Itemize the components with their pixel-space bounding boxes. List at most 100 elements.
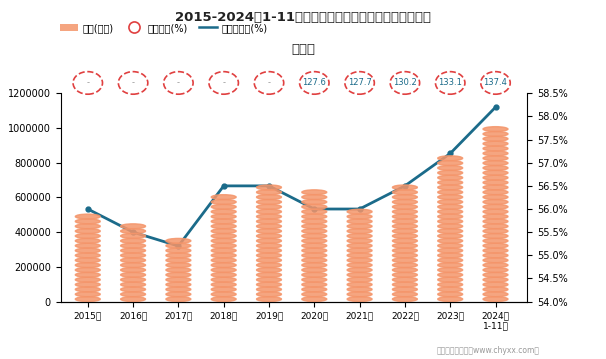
Ellipse shape	[347, 267, 372, 272]
Ellipse shape	[438, 248, 462, 253]
Ellipse shape	[75, 277, 100, 282]
Ellipse shape	[483, 175, 508, 180]
Ellipse shape	[483, 229, 508, 234]
Text: 制图：智研咨询（www.chyxx.com）: 制图：智研咨询（www.chyxx.com）	[436, 346, 539, 355]
Ellipse shape	[121, 258, 145, 263]
Ellipse shape	[347, 224, 372, 229]
Ellipse shape	[256, 204, 281, 209]
Ellipse shape	[121, 282, 145, 287]
Ellipse shape	[483, 282, 508, 287]
Ellipse shape	[302, 238, 327, 243]
Ellipse shape	[347, 297, 372, 302]
Ellipse shape	[256, 219, 281, 224]
Ellipse shape	[121, 234, 145, 238]
Ellipse shape	[256, 272, 281, 277]
Text: 127.6: 127.6	[302, 78, 326, 88]
Ellipse shape	[211, 209, 236, 214]
Ellipse shape	[393, 258, 418, 263]
Ellipse shape	[393, 253, 418, 258]
Ellipse shape	[347, 272, 372, 277]
Ellipse shape	[256, 248, 281, 253]
Ellipse shape	[302, 204, 327, 209]
Ellipse shape	[75, 272, 100, 277]
Ellipse shape	[393, 234, 418, 238]
Ellipse shape	[256, 185, 281, 190]
Ellipse shape	[302, 253, 327, 258]
Ellipse shape	[166, 248, 191, 253]
Ellipse shape	[256, 263, 281, 267]
Ellipse shape	[438, 219, 462, 224]
Ellipse shape	[211, 282, 236, 287]
Ellipse shape	[256, 287, 281, 292]
Ellipse shape	[211, 204, 236, 209]
Ellipse shape	[166, 263, 191, 267]
Ellipse shape	[438, 175, 462, 180]
Ellipse shape	[393, 190, 418, 195]
Ellipse shape	[483, 214, 508, 219]
Ellipse shape	[438, 165, 462, 171]
Ellipse shape	[438, 180, 462, 185]
Ellipse shape	[211, 277, 236, 282]
Ellipse shape	[347, 209, 372, 214]
Ellipse shape	[256, 200, 281, 204]
Ellipse shape	[483, 131, 508, 136]
Ellipse shape	[166, 297, 191, 302]
Ellipse shape	[393, 248, 418, 253]
Ellipse shape	[347, 248, 372, 253]
Ellipse shape	[483, 263, 508, 267]
Ellipse shape	[256, 243, 281, 248]
Ellipse shape	[483, 292, 508, 297]
Ellipse shape	[75, 287, 100, 292]
Ellipse shape	[121, 272, 145, 277]
Ellipse shape	[302, 267, 327, 272]
Ellipse shape	[393, 267, 418, 272]
Text: 127.7: 127.7	[348, 78, 371, 88]
Ellipse shape	[166, 272, 191, 277]
Ellipse shape	[302, 190, 327, 195]
Ellipse shape	[483, 234, 508, 238]
Ellipse shape	[393, 214, 418, 219]
Ellipse shape	[211, 200, 236, 204]
Legend: 负债(亿元), 产权比率(%), 资产负债率(%): 负债(亿元), 产权比率(%), 资产负债率(%)	[56, 19, 272, 37]
Ellipse shape	[393, 185, 418, 190]
Ellipse shape	[393, 287, 418, 292]
Ellipse shape	[75, 258, 100, 263]
Ellipse shape	[393, 195, 418, 200]
Ellipse shape	[121, 292, 145, 297]
Ellipse shape	[347, 238, 372, 243]
Ellipse shape	[438, 282, 462, 287]
Ellipse shape	[256, 234, 281, 238]
Ellipse shape	[121, 267, 145, 272]
Ellipse shape	[483, 127, 508, 131]
Ellipse shape	[75, 292, 100, 297]
Ellipse shape	[302, 209, 327, 214]
Ellipse shape	[438, 209, 462, 214]
Ellipse shape	[75, 243, 100, 248]
Ellipse shape	[483, 209, 508, 214]
Ellipse shape	[166, 277, 191, 282]
Ellipse shape	[302, 224, 327, 229]
Ellipse shape	[256, 224, 281, 229]
Ellipse shape	[438, 200, 462, 204]
Ellipse shape	[302, 258, 327, 263]
Text: 133.1: 133.1	[438, 78, 462, 88]
Ellipse shape	[256, 267, 281, 272]
Ellipse shape	[166, 292, 191, 297]
Ellipse shape	[302, 297, 327, 302]
Ellipse shape	[393, 272, 418, 277]
Ellipse shape	[75, 263, 100, 267]
Ellipse shape	[483, 248, 508, 253]
Ellipse shape	[347, 253, 372, 258]
Ellipse shape	[438, 253, 462, 258]
Text: -: -	[86, 78, 89, 88]
Ellipse shape	[121, 243, 145, 248]
Ellipse shape	[75, 229, 100, 234]
Ellipse shape	[121, 287, 145, 292]
Ellipse shape	[483, 277, 508, 282]
Ellipse shape	[256, 258, 281, 263]
Ellipse shape	[483, 156, 508, 161]
Ellipse shape	[302, 195, 327, 200]
Ellipse shape	[166, 253, 191, 258]
Ellipse shape	[121, 224, 145, 229]
Ellipse shape	[393, 204, 418, 209]
